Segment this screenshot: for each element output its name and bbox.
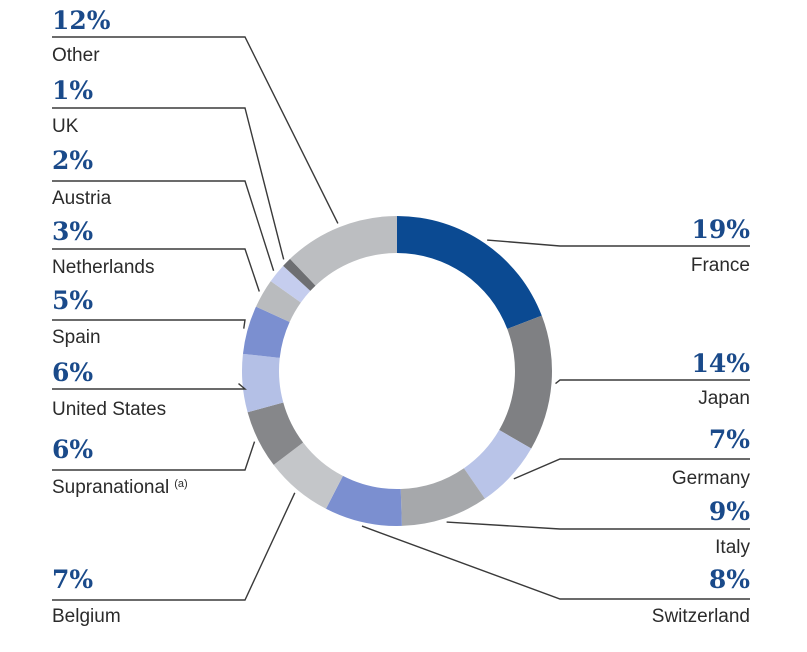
- category-label-switzerland: Switzerland: [652, 606, 750, 627]
- category-label-supranational: Supranational: [52, 477, 169, 498]
- category-label-netherlands: Netherlands: [52, 257, 154, 278]
- slice-switzerland: [325, 475, 402, 526]
- category-label-united-states: United States: [52, 399, 166, 420]
- pct-label-supranational: 6%: [52, 435, 93, 464]
- leader-lines: [52, 36, 750, 601]
- pct-label-belgium: 7%: [52, 565, 93, 594]
- leader-belgium: [52, 492, 296, 601]
- footnote-marker-supranational: (a): [174, 478, 187, 490]
- category-label-germany: Germany: [672, 468, 751, 489]
- leader-france: [487, 239, 750, 247]
- leader-netherlands: [52, 248, 260, 292]
- leader-uk: [52, 107, 285, 260]
- slice-austria: [270, 265, 311, 303]
- slice-supranational: [247, 402, 304, 465]
- slice-italy: [400, 468, 485, 526]
- slice-belgium: [273, 442, 343, 509]
- slice-france: [397, 216, 542, 329]
- slice-united-states: [241, 353, 284, 413]
- pct-label-japan: 14%: [691, 349, 750, 378]
- slice-netherlands: [256, 281, 301, 322]
- pct-label-switzerland: 8%: [709, 565, 750, 594]
- category-label-uk: UK: [52, 116, 79, 137]
- slice-labels: 19% France 14% Japan 7% Germany 9% Italy 8% Switz…: [52, 6, 750, 627]
- category-label-austria: Austria: [52, 188, 112, 209]
- category-label-belgium: Belgium: [52, 606, 121, 627]
- slice-spain: [242, 306, 290, 358]
- leader-supranational: [52, 441, 256, 471]
- leader-united-states: [52, 383, 247, 390]
- slice-other: [290, 216, 397, 286]
- category-label-other: Other: [52, 45, 100, 66]
- category-label-spain: Spain: [52, 327, 101, 348]
- leader-spain: [52, 319, 246, 329]
- pct-label-germany: 7%: [709, 425, 750, 454]
- category-label-france: France: [691, 255, 750, 276]
- category-label-japan: Japan: [698, 388, 750, 409]
- pct-label-italy: 9%: [709, 497, 750, 526]
- pct-label-netherlands: 3%: [52, 217, 93, 246]
- pct-label-other: 12%: [52, 6, 111, 35]
- leader-switzerland: [361, 525, 750, 600]
- pct-label-uk: 1%: [52, 76, 93, 105]
- slice-uk: [283, 258, 316, 291]
- pct-label-spain: 5%: [52, 286, 93, 315]
- donut-ring: [241, 216, 552, 526]
- leader-germany: [513, 458, 750, 480]
- leader-japan: [555, 379, 750, 385]
- pct-label-united-states: 6%: [52, 358, 93, 387]
- pct-label-france: 19%: [691, 215, 750, 244]
- leader-other: [52, 36, 339, 224]
- slice-japan: [499, 315, 552, 449]
- leader-austria: [52, 180, 275, 271]
- category-label-italy: Italy: [715, 537, 750, 558]
- leader-italy: [446, 521, 750, 530]
- slice-germany: [463, 430, 532, 499]
- pct-label-austria: 2%: [52, 146, 93, 175]
